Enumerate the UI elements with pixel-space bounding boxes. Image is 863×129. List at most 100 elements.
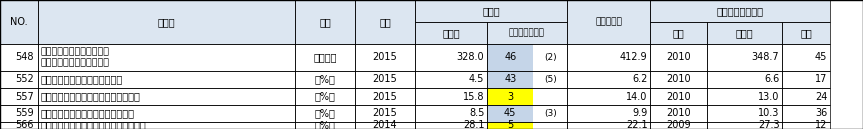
Text: 27.3: 27.3: [758, 120, 779, 129]
Bar: [782, 22, 830, 44]
Text: 年度: 年度: [379, 17, 391, 27]
Bar: [650, 71, 707, 88]
Bar: [650, 22, 707, 44]
Bar: [295, 71, 355, 88]
Bar: [782, 105, 830, 122]
Bar: [782, 122, 830, 129]
Bar: [295, 44, 355, 71]
Bar: [0, 88, 38, 105]
Text: 2009: 2009: [666, 120, 690, 129]
Text: 36: 36: [816, 108, 828, 119]
Bar: [650, 22, 707, 44]
Bar: [567, 71, 650, 88]
Bar: [0, 105, 38, 122]
Bar: [782, 122, 830, 129]
Bar: [38, 105, 295, 122]
Text: 559: 559: [15, 108, 34, 119]
Bar: [355, 71, 415, 88]
Bar: [707, 22, 782, 44]
Bar: [295, 88, 355, 105]
Bar: [295, 105, 355, 122]
Bar: [650, 122, 707, 129]
Bar: [355, 122, 415, 129]
Bar: [650, 122, 707, 129]
Bar: [355, 88, 415, 105]
Bar: [415, 88, 487, 105]
Text: 参考値（鳥取県）: 参考値（鳥取県）: [716, 6, 764, 16]
Bar: [355, 44, 415, 71]
Bar: [38, 44, 295, 71]
Bar: [38, 71, 295, 88]
Text: 世帯主収入［勤労者世帯］
（１世帯当たり１か月間）: 世帯主収入［勤労者世帯］ （１世帯当たり１か月間）: [41, 47, 110, 68]
Text: 17: 17: [815, 75, 828, 84]
Bar: [0, 44, 38, 71]
Text: 4.5: 4.5: [469, 75, 484, 84]
Bar: [0, 0, 38, 44]
Bar: [0, 44, 38, 71]
Bar: [355, 71, 415, 88]
Text: 6.2: 6.2: [632, 75, 647, 84]
Bar: [38, 88, 295, 105]
Bar: [487, 122, 567, 129]
Bar: [415, 71, 487, 88]
Bar: [487, 88, 567, 105]
Bar: [295, 44, 355, 71]
Bar: [415, 122, 487, 129]
Bar: [295, 105, 355, 122]
Bar: [38, 88, 295, 105]
Bar: [707, 105, 782, 122]
Text: 348.7: 348.7: [752, 53, 779, 62]
Bar: [487, 105, 567, 122]
Text: (5): (5): [544, 75, 557, 84]
Bar: [415, 22, 487, 44]
Bar: [487, 71, 533, 88]
Bar: [487, 44, 567, 71]
Text: 412.9: 412.9: [620, 53, 647, 62]
Bar: [355, 105, 415, 122]
Text: 5: 5: [507, 120, 513, 129]
Text: 9.9: 9.9: [633, 108, 647, 119]
Bar: [415, 105, 487, 122]
Bar: [487, 44, 533, 71]
Text: 548: 548: [16, 53, 34, 62]
Bar: [487, 44, 567, 71]
Bar: [707, 105, 782, 122]
Bar: [707, 22, 782, 44]
Text: 年度: 年度: [672, 28, 684, 38]
Bar: [650, 88, 707, 105]
Bar: [487, 71, 567, 88]
Bar: [0, 88, 38, 105]
Text: 12: 12: [815, 120, 828, 129]
Bar: [707, 44, 782, 71]
Bar: [295, 0, 355, 44]
Text: （%）: （%）: [314, 108, 336, 119]
Bar: [415, 88, 487, 105]
Text: 2015: 2015: [373, 75, 397, 84]
Bar: [295, 88, 355, 105]
Bar: [487, 88, 567, 105]
Bar: [38, 71, 295, 88]
Bar: [782, 71, 830, 88]
Bar: [355, 0, 415, 44]
Bar: [415, 71, 487, 88]
Text: 2010: 2010: [666, 91, 690, 102]
Bar: [782, 22, 830, 44]
Text: 指標値: 指標値: [735, 28, 753, 38]
Bar: [415, 0, 567, 22]
Bar: [650, 0, 830, 22]
Bar: [415, 105, 487, 122]
Text: 10.3: 10.3: [758, 108, 779, 119]
Bar: [0, 122, 38, 129]
Bar: [567, 122, 650, 129]
Text: 2010: 2010: [666, 53, 690, 62]
Bar: [0, 0, 38, 44]
Bar: [487, 22, 567, 44]
Bar: [355, 44, 415, 71]
Text: 43: 43: [504, 75, 516, 84]
Bar: [355, 0, 415, 44]
Text: 2015: 2015: [373, 91, 397, 102]
Bar: [487, 105, 533, 122]
Text: 交通・通信費割合［二人以上の世帯］: 交通・通信費割合［二人以上の世帯］: [41, 91, 141, 102]
Text: 552: 552: [15, 75, 34, 84]
Bar: [782, 88, 830, 105]
